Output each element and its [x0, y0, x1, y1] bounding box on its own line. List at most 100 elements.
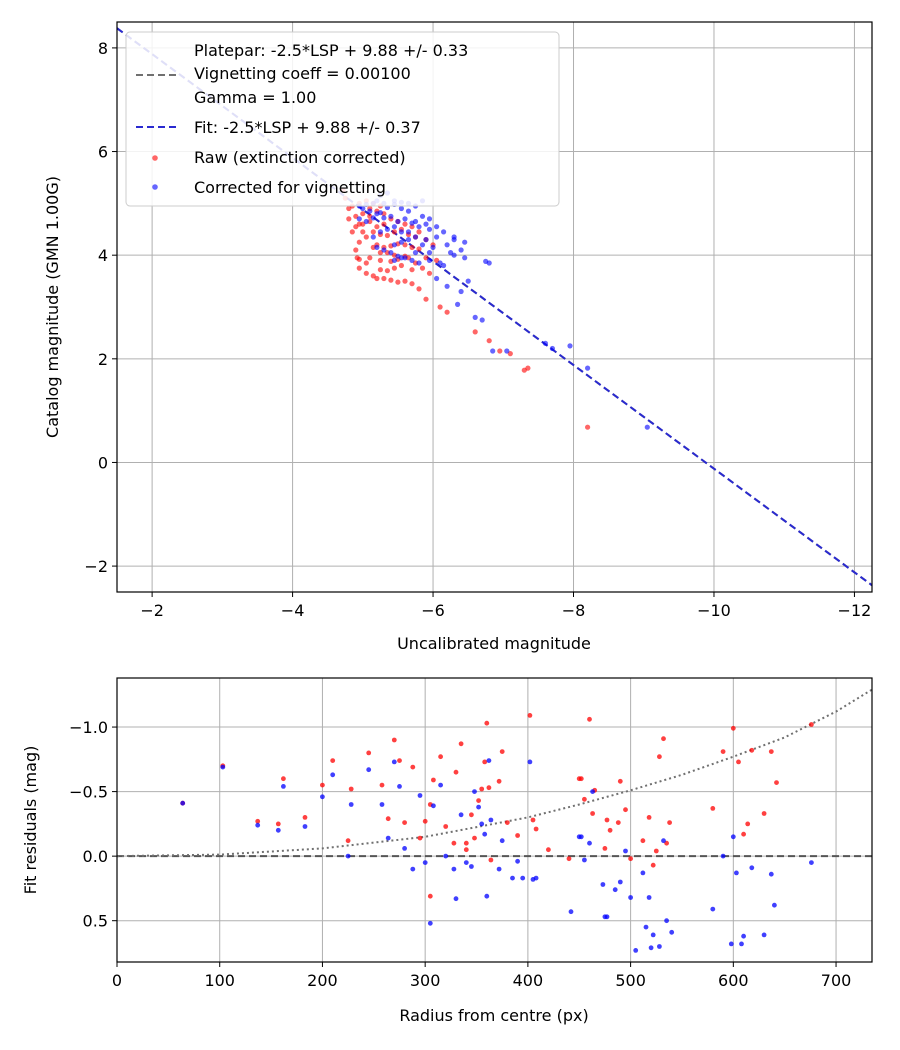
top-corrected-point	[391, 242, 397, 248]
top-corrected-point	[542, 340, 549, 346]
top-corrected-point	[426, 216, 433, 222]
bottom-corrected-point	[427, 920, 433, 926]
bottom-raw-point	[582, 796, 587, 802]
bottom-corrected-point	[728, 941, 734, 947]
bottom-corrected-point	[510, 875, 515, 881]
legend-fit-label: Fit: -2.5*LSP + 9.88 +/- 0.37	[194, 118, 421, 137]
bottom-corrected-point	[499, 838, 505, 844]
bottom-raw-point	[504, 820, 510, 825]
bottom-corrected-point	[628, 895, 633, 900]
bottom-corrected-point	[590, 789, 595, 794]
top-y-axis-label: Catalog magnitude (GMN 1.00G)	[43, 176, 62, 438]
bottom-raw-point	[623, 807, 628, 813]
top-raw-point	[426, 270, 433, 276]
bottom-raw-point	[590, 811, 595, 816]
bottom-corrected-point	[664, 918, 669, 924]
bottom-corrected-point	[410, 866, 416, 872]
bottom-corrected-point	[617, 879, 623, 885]
top-corrected-point	[479, 317, 485, 323]
top-corrected-point	[472, 314, 478, 320]
bottom-corrected-point	[741, 933, 746, 939]
bottom-corrected-point	[669, 929, 675, 935]
top-x-tick-label: −8	[562, 601, 586, 620]
bottom-raw-point	[661, 736, 666, 742]
top-raw-point	[356, 221, 362, 227]
top-corrected-point	[434, 275, 440, 282]
bottom-corrected-point	[345, 853, 351, 859]
bottom-x-tick-label: 700	[821, 971, 852, 990]
top-raw-point	[472, 329, 478, 335]
bottom-corrected-point	[520, 875, 526, 881]
top-raw-point	[374, 275, 380, 282]
bottom-corrected-point	[255, 822, 261, 828]
top-corrected-point	[462, 239, 468, 245]
bottom-y-tick-label: −0.5	[69, 783, 108, 802]
top-y-tick-label: 4	[98, 246, 108, 265]
top-corrected-point	[455, 301, 461, 307]
top-raw-point	[363, 260, 369, 266]
bottom-corrected-point	[385, 835, 391, 841]
bottom-raw-point	[809, 722, 814, 727]
legend-vignetting-label: Vignetting coeff = 0.00100	[194, 64, 411, 83]
top-raw-point	[416, 286, 422, 292]
bottom-raw-point	[397, 758, 402, 763]
top-raw-point	[370, 229, 376, 235]
top-corrected-point	[585, 365, 591, 371]
top-raw-point	[356, 239, 362, 245]
top-corrected-point	[388, 250, 394, 256]
legend-raw-marker-icon	[152, 155, 158, 161]
bottom-raw-point	[348, 786, 354, 792]
bottom-corrected-point	[479, 821, 485, 827]
bottom-raw-point	[320, 782, 325, 788]
bottom-corrected-point	[772, 902, 777, 908]
bottom-x-tick-label: 200	[307, 971, 338, 990]
bottom-raw-point	[479, 786, 485, 792]
bottom-corrected-point	[348, 802, 354, 807]
bottom-raw-point	[546, 847, 551, 853]
bottom-raw-point	[640, 838, 646, 844]
top-corrected-point	[412, 234, 419, 240]
bottom-corrected-point	[453, 896, 459, 902]
top-corrected-point	[363, 218, 369, 225]
top-raw-point	[346, 216, 352, 222]
bottom-raw-point	[749, 747, 755, 753]
top-corrected-point	[405, 229, 412, 235]
top-raw-point	[356, 265, 362, 271]
top-corrected-point	[426, 250, 433, 256]
top-corrected-point	[374, 244, 380, 250]
bottom-raw-point	[615, 820, 621, 825]
bottom-corrected-point	[220, 764, 226, 770]
top-raw-point	[367, 255, 373, 261]
top-raw-point	[409, 267, 415, 273]
bottom-corrected-point	[431, 803, 436, 809]
bottom-corrected-point	[451, 866, 457, 872]
top-corrected-point	[370, 234, 376, 240]
top-raw-point	[423, 296, 429, 302]
top-corrected-point	[405, 208, 412, 214]
bottom-raw-point	[602, 846, 608, 851]
bottom-corrected-point	[366, 767, 372, 773]
bottom-corrected-point	[496, 866, 502, 872]
bottom-y-tick-label: 0.5	[83, 912, 108, 931]
bottom-points	[180, 713, 814, 953]
bottom-corrected-point	[469, 864, 474, 869]
top-raw-point	[349, 229, 355, 235]
top-corrected-point	[448, 250, 454, 256]
bottom-raw-point	[385, 816, 391, 822]
top-chart: −2 −4 −6 −8 −10 −12 −2 0 2 4 6 8 Uncalibrated magn…	[43, 21, 873, 653]
bottom-raw-point	[745, 821, 751, 827]
bottom-corrected-point	[515, 858, 520, 864]
bottom-raw-point	[453, 769, 459, 775]
bottom-corrected-point	[476, 804, 481, 810]
bottom-corrected-point	[657, 944, 662, 949]
bottom-raw-point	[379, 782, 385, 788]
top-raw-point	[585, 424, 591, 430]
bottom-chart: 0 100 200 300 400 500 600 700 0.5 0.0 −0.5 −1.0 Ra…	[21, 677, 873, 1025]
top-raw-point	[402, 242, 408, 248]
bottom-raw-point	[451, 840, 457, 846]
bottom-raw-point	[667, 820, 672, 825]
bottom-lines	[117, 688, 872, 858]
legend-corrected-marker-icon	[152, 184, 158, 190]
bottom-corrected-point	[320, 794, 325, 800]
